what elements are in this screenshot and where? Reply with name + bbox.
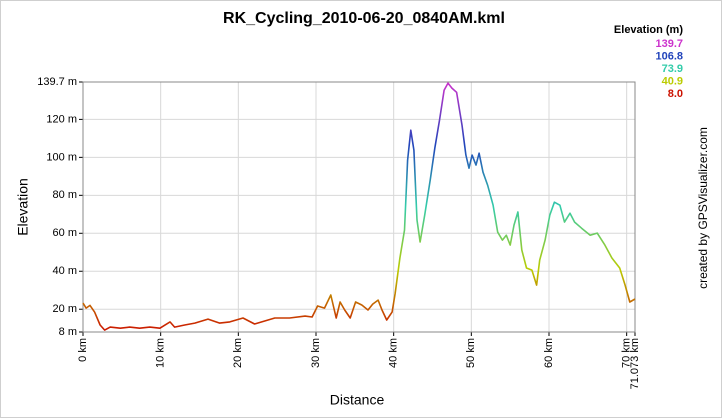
x-tick-label: 40 km (388, 338, 400, 368)
y-axis-label: Elevation (15, 178, 31, 236)
x-tick-label: 50 km (465, 338, 477, 368)
y-tick-label: 80 m (53, 189, 77, 201)
x-tick-label: 71.073 km (629, 338, 641, 389)
x-tick-label: 10 km (155, 338, 167, 368)
plot-frame (82, 81, 636, 333)
elevation-line (82, 82, 636, 331)
x-tick-label: 20 km (232, 338, 244, 368)
legend-title: Elevation (m) (614, 24, 683, 36)
x-axis-label: Distance (330, 392, 385, 408)
x-tick-label: 60 km (543, 338, 555, 368)
y-tick-label: 40 m (53, 265, 77, 277)
x-tick-label: 70 km (621, 338, 633, 368)
y-tick-label: 100 m (46, 151, 77, 163)
legend-value: 8.0 (668, 88, 683, 100)
legend-value: 106.8 (655, 50, 683, 62)
x-tick-label: 30 km (310, 338, 322, 368)
y-tick-label: 60 m (53, 227, 77, 239)
chart-title: RK_Cycling_2010-06-20_0840AM.kml (223, 10, 505, 27)
x-tick-label: 0 km (77, 338, 89, 362)
legend-value: 139.7 (655, 38, 683, 50)
y-tick-label: 8 m (59, 326, 77, 338)
credit: created by GPSVisualizer.com (696, 127, 710, 289)
y-tick-label: 120 m (46, 113, 77, 125)
legend-value: 40.9 (662, 75, 683, 87)
y-tick-label: 139.7 m (37, 76, 77, 88)
legend-value: 73.9 (662, 63, 683, 75)
y-tick-label: 20 m (53, 303, 77, 315)
